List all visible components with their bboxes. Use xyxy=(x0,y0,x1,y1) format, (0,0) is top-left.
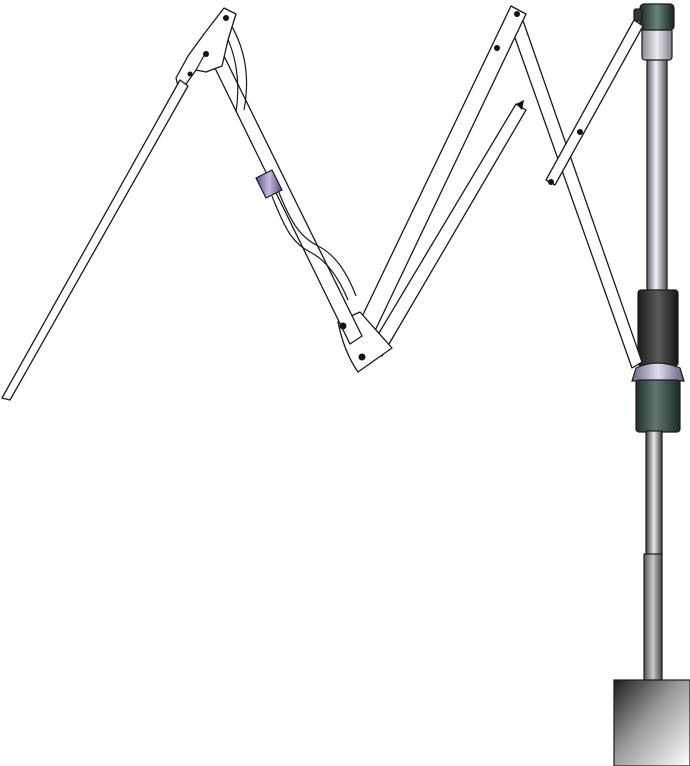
clamp-collar xyxy=(631,362,685,382)
pole-clamp-upper xyxy=(637,289,679,367)
base-block xyxy=(613,679,690,766)
pivot-pin xyxy=(548,179,554,185)
pivot-pins xyxy=(187,11,583,361)
lower-pole-section xyxy=(645,430,663,556)
support-pole xyxy=(613,3,690,766)
curved-spring-cable xyxy=(221,19,357,301)
pivot-pin xyxy=(203,51,209,57)
pivot-pin xyxy=(514,11,520,17)
bottom-pole-section xyxy=(643,553,663,683)
upper-pole-section xyxy=(646,57,668,295)
upper-left-arm xyxy=(211,51,363,345)
cap-ring xyxy=(641,27,673,61)
scissor-brace xyxy=(545,19,644,186)
top-cap xyxy=(639,3,675,31)
top-cap-stub xyxy=(633,8,643,22)
pivot-pin xyxy=(187,71,193,77)
pivot-pin xyxy=(577,129,583,135)
hinge-bracket-body xyxy=(175,7,237,87)
cable-sleeve xyxy=(255,169,283,199)
long-end-arm-bar xyxy=(1,79,189,401)
pivot-pin xyxy=(358,353,366,361)
pole-clamp-lower xyxy=(635,379,681,433)
pivot-pin xyxy=(494,45,500,51)
middle-arm-lower-bar xyxy=(369,103,527,357)
upper-left-arm-bar xyxy=(211,51,363,345)
scissor-arms xyxy=(507,11,644,369)
middle-arm xyxy=(345,5,527,359)
long-end-arm xyxy=(1,79,189,401)
pivot-pin xyxy=(223,15,229,21)
pivot-pin xyxy=(339,322,347,330)
pivot-pin xyxy=(516,100,524,110)
middle-arm-upper-bar xyxy=(345,5,527,359)
